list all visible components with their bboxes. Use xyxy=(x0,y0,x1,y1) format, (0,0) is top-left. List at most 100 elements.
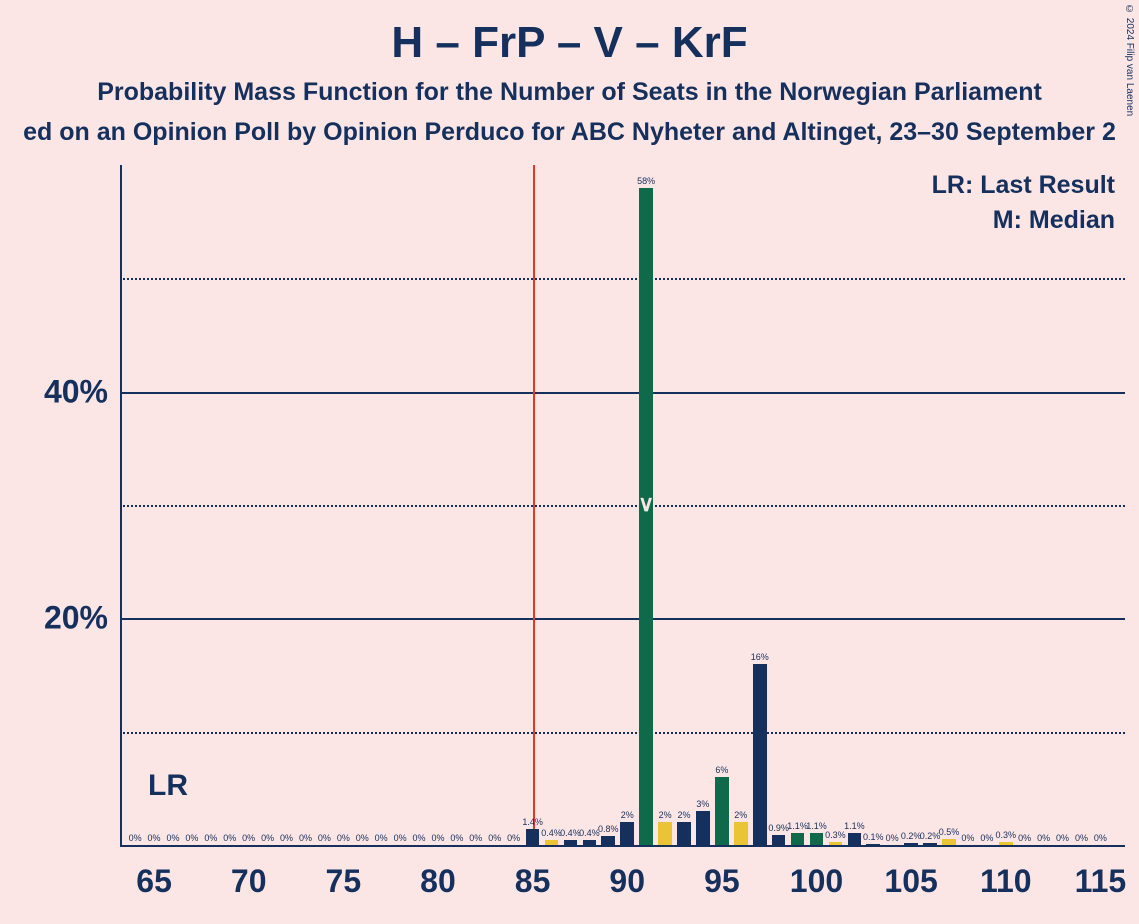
chart-plot-area: LR: Last Result M: Median 20%40%65707580… xyxy=(120,165,1125,845)
bar-value-label: 0.4% xyxy=(541,828,562,840)
bar: 0.1% xyxy=(866,844,880,845)
bar-value-label: 2% xyxy=(659,810,672,822)
bar-value-label: 0% xyxy=(166,833,179,845)
bar: 0.2% xyxy=(904,843,918,845)
bar-value-label: 0% xyxy=(185,833,198,845)
x-tick-label: 75 xyxy=(326,845,362,900)
bar: 58% xyxy=(639,188,653,845)
bar-value-label: 0% xyxy=(469,833,482,845)
bar-value-label: 0.2% xyxy=(901,831,922,843)
bar-value-label: 16% xyxy=(751,652,769,664)
bar-value-label: 0% xyxy=(261,833,274,845)
bar-value-label: 0% xyxy=(450,833,463,845)
bar: 2% xyxy=(658,822,672,845)
bar-value-label: 0.2% xyxy=(920,831,941,843)
bar: 2% xyxy=(677,822,691,845)
bar-value-label: 2% xyxy=(734,810,747,822)
gridline-minor xyxy=(120,505,1125,507)
bar: 2% xyxy=(734,822,748,845)
chart-subtitle-1: Probability Mass Function for the Number… xyxy=(0,78,1139,107)
bar-value-label: 0% xyxy=(1094,833,1107,845)
bar-value-label: 0% xyxy=(1018,833,1031,845)
bar: 0.3% xyxy=(829,842,843,845)
bar-value-label: 0% xyxy=(129,833,142,845)
x-tick-label: 65 xyxy=(136,845,172,900)
bar-value-label: 0.4% xyxy=(579,828,600,840)
y-tick-label: 20% xyxy=(44,600,120,637)
legend-lr: LR: Last Result xyxy=(932,171,1115,200)
bar: 6% xyxy=(715,777,729,845)
x-tick-label: 110 xyxy=(980,845,1032,900)
bar-value-label: 0% xyxy=(223,833,236,845)
bar-value-label: 0.3% xyxy=(995,830,1016,842)
x-tick-label: 100 xyxy=(790,845,843,900)
gridline-minor xyxy=(120,732,1125,734)
bar: 1.1% xyxy=(848,833,862,845)
gridline-minor xyxy=(120,278,1125,280)
bar-value-label: 0% xyxy=(488,833,501,845)
bar-value-label: 0% xyxy=(413,833,426,845)
y-tick-label: 40% xyxy=(44,373,120,410)
bar-value-label: 0% xyxy=(204,833,217,845)
chart-subtitle-2: ed on an Opinion Poll by Opinion Perduco… xyxy=(0,118,1139,147)
bar-value-label: 0% xyxy=(507,833,520,845)
bar-value-label: 1.1% xyxy=(844,821,865,833)
bar-value-label: 0% xyxy=(886,833,899,845)
bar-value-label: 1.4% xyxy=(522,817,543,829)
bar-value-label: 0% xyxy=(1075,833,1088,845)
chart-legend: LR: Last Result M: Median xyxy=(932,171,1115,235)
bar-value-label: 0.4% xyxy=(560,828,581,840)
last-result-label: LR xyxy=(148,769,188,803)
bar: 1.1% xyxy=(791,833,805,845)
x-tick-label: 70 xyxy=(231,845,267,900)
bar-value-label: 0% xyxy=(961,833,974,845)
bar-value-label: 0% xyxy=(148,833,161,845)
x-tick-label: 115 xyxy=(1075,845,1127,900)
x-tick-label: 80 xyxy=(420,845,456,900)
bar: 0.3% xyxy=(999,842,1013,845)
gridline-major xyxy=(120,618,1125,620)
bar: 0.4% xyxy=(564,840,578,845)
bar-value-label: 0% xyxy=(980,833,993,845)
gridline-major xyxy=(120,392,1125,394)
bar-value-label: 0.5% xyxy=(939,827,960,839)
bar-value-label: 2% xyxy=(677,810,690,822)
legend-m: M: Median xyxy=(932,206,1115,235)
bar-value-label: 0.8% xyxy=(598,824,619,836)
bar-value-label: 0% xyxy=(1037,833,1050,845)
bar-value-label: 0% xyxy=(337,833,350,845)
bar: 1.1% xyxy=(810,833,824,845)
last-result-line xyxy=(533,165,535,845)
x-tick-label: 95 xyxy=(704,845,740,900)
bar-value-label: 0% xyxy=(318,833,331,845)
bar-value-label: 0% xyxy=(299,833,312,845)
copyright-text: © 2024 Filip van Laenen xyxy=(1124,4,1135,116)
bar-value-label: 6% xyxy=(715,765,728,777)
bar-value-label: 0.3% xyxy=(825,830,846,842)
bar-value-label: 0% xyxy=(375,833,388,845)
bar: 0.5% xyxy=(942,839,956,845)
bar-value-label: 58% xyxy=(637,176,655,188)
bar: 16% xyxy=(753,664,767,845)
bar: 0.8% xyxy=(601,836,615,845)
bar: 0.2% xyxy=(923,843,937,845)
bar-value-label: 0.1% xyxy=(863,832,884,844)
bar-value-label: 0% xyxy=(394,833,407,845)
bar-value-label: 0% xyxy=(242,833,255,845)
bar-value-label: 0.9% xyxy=(768,823,789,835)
bar: 0.4% xyxy=(583,840,597,845)
chart-title: H – FrP – V – KrF xyxy=(0,18,1139,68)
x-tick-label: 105 xyxy=(884,845,937,900)
x-tick-label: 90 xyxy=(609,845,645,900)
bar: 0.4% xyxy=(545,840,559,845)
bar: 2% xyxy=(620,822,634,845)
bar-value-label: 0% xyxy=(431,833,444,845)
x-tick-label: 85 xyxy=(515,845,551,900)
bar-value-label: 0% xyxy=(280,833,293,845)
bar: 0.9% xyxy=(772,835,786,845)
bar-value-label: 2% xyxy=(621,810,634,822)
bar-value-label: 0% xyxy=(1056,833,1069,845)
bar-value-label: 1.1% xyxy=(806,821,827,833)
bar-value-label: 1.1% xyxy=(787,821,808,833)
bar: 1.4% xyxy=(526,829,540,845)
